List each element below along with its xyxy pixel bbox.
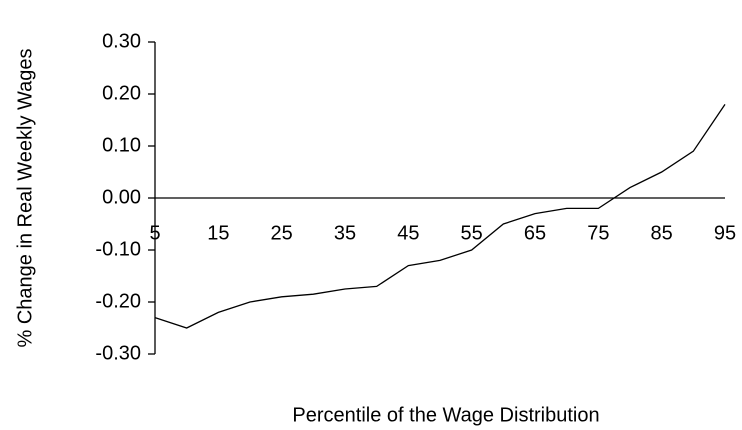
- y-tick-label: 0.10: [102, 134, 141, 156]
- x-tick-label: 95: [714, 222, 736, 244]
- y-tick-label: -0.20: [95, 290, 141, 312]
- y-axis-title: % Change in Real Weekly Wages: [14, 48, 36, 347]
- x-tick-label: 65: [524, 222, 546, 244]
- y-tick-label: 0.20: [102, 82, 141, 104]
- data-line: [154, 104, 726, 329]
- x-tick-label: 35: [334, 222, 356, 244]
- x-axis-title: Percentile of the Wage Distribution: [292, 404, 599, 426]
- x-tick-label: 85: [651, 222, 673, 244]
- y-tick-label: -0.10: [95, 238, 141, 260]
- y-tick-label: -0.30: [95, 342, 141, 364]
- y-tick-label: 0.00: [102, 186, 141, 208]
- x-tick-label: 75: [587, 222, 609, 244]
- x-tick-label: 25: [271, 222, 293, 244]
- x-tick-label: 55: [461, 222, 483, 244]
- x-tick-label: 45: [397, 222, 419, 244]
- x-tick-label: 15: [207, 222, 229, 244]
- x-tick-label: 5: [149, 222, 160, 244]
- y-tick-label: 0.30: [102, 30, 141, 52]
